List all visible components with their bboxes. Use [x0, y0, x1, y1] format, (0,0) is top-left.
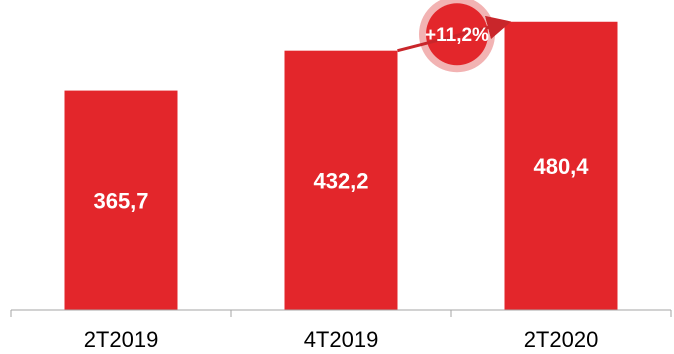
labels-layer: 365,7 2T2019 432,2 4T2019 480,4 2T2020	[84, 154, 599, 352]
tick-label-2T2020: 2T2020	[524, 327, 599, 352]
bar-4T2019	[284, 50, 398, 311]
growth-badge: +11,2%	[397, 0, 512, 73]
bar-2T2020	[504, 21, 618, 310]
growth-label: +11,2%	[425, 25, 489, 46]
tick-label-2T2019: 2T2019	[84, 327, 159, 352]
data-label-4T2019: 432,2	[313, 168, 368, 193]
bar-2T2019	[64, 90, 178, 310]
bars-layer	[64, 21, 618, 311]
tick-label-4T2019: 4T2019	[304, 327, 379, 352]
data-label-2T2020: 480,4	[533, 154, 589, 179]
data-label-2T2019: 365,7	[93, 188, 148, 213]
growth-arrow	[397, 15, 512, 53]
x-axis	[10, 309, 672, 317]
